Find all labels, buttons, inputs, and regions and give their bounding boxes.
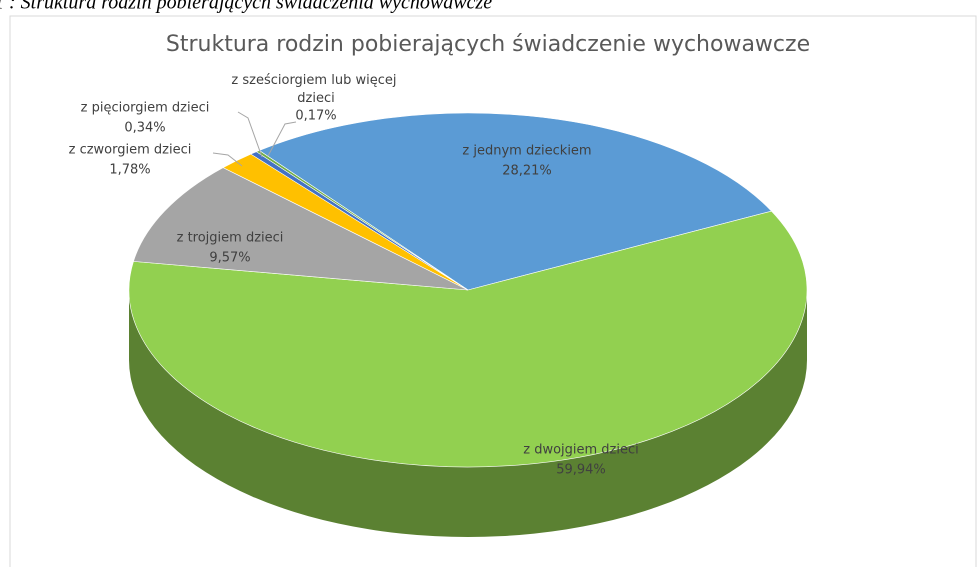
slice-label: z pięciorgiem dzieci <box>81 101 210 116</box>
slice-value-label: 28,21% <box>502 164 552 179</box>
leader-line <box>267 121 297 157</box>
slice-label: z jednym dzieckiem <box>462 144 591 159</box>
leader-line <box>212 152 243 167</box>
slice-value-label: 59,94% <box>556 463 606 478</box>
caption: 1 : Struktura rodzin pobierających świad… <box>0 0 492 14</box>
leader-line <box>237 111 263 158</box>
pie-slice <box>258 112 773 291</box>
pie-sides <box>129 290 807 537</box>
pie-side <box>129 290 807 537</box>
pie-slice <box>128 210 808 468</box>
pie-slice <box>133 167 469 291</box>
slice-label: z sześciorgiem lub więcej dzieci <box>231 73 400 106</box>
slice-label: z dwojgiem dzieci <box>523 443 639 458</box>
slice-value-label: 1,78% <box>109 163 150 178</box>
slice-label: z czworgiem dzieci <box>69 143 192 158</box>
slice-value-label: 9,57% <box>209 251 250 266</box>
label-line: dzieci <box>297 91 334 106</box>
chart-title: Struktura rodzin pobierających świadczen… <box>166 32 810 57</box>
slice-value-label: 0,34% <box>124 121 165 136</box>
slice-value-label: 0,17% <box>295 109 336 124</box>
slice-label: z trojgiem dzieci <box>177 231 284 246</box>
label-line: z sześciorgiem lub więcej <box>231 73 400 88</box>
